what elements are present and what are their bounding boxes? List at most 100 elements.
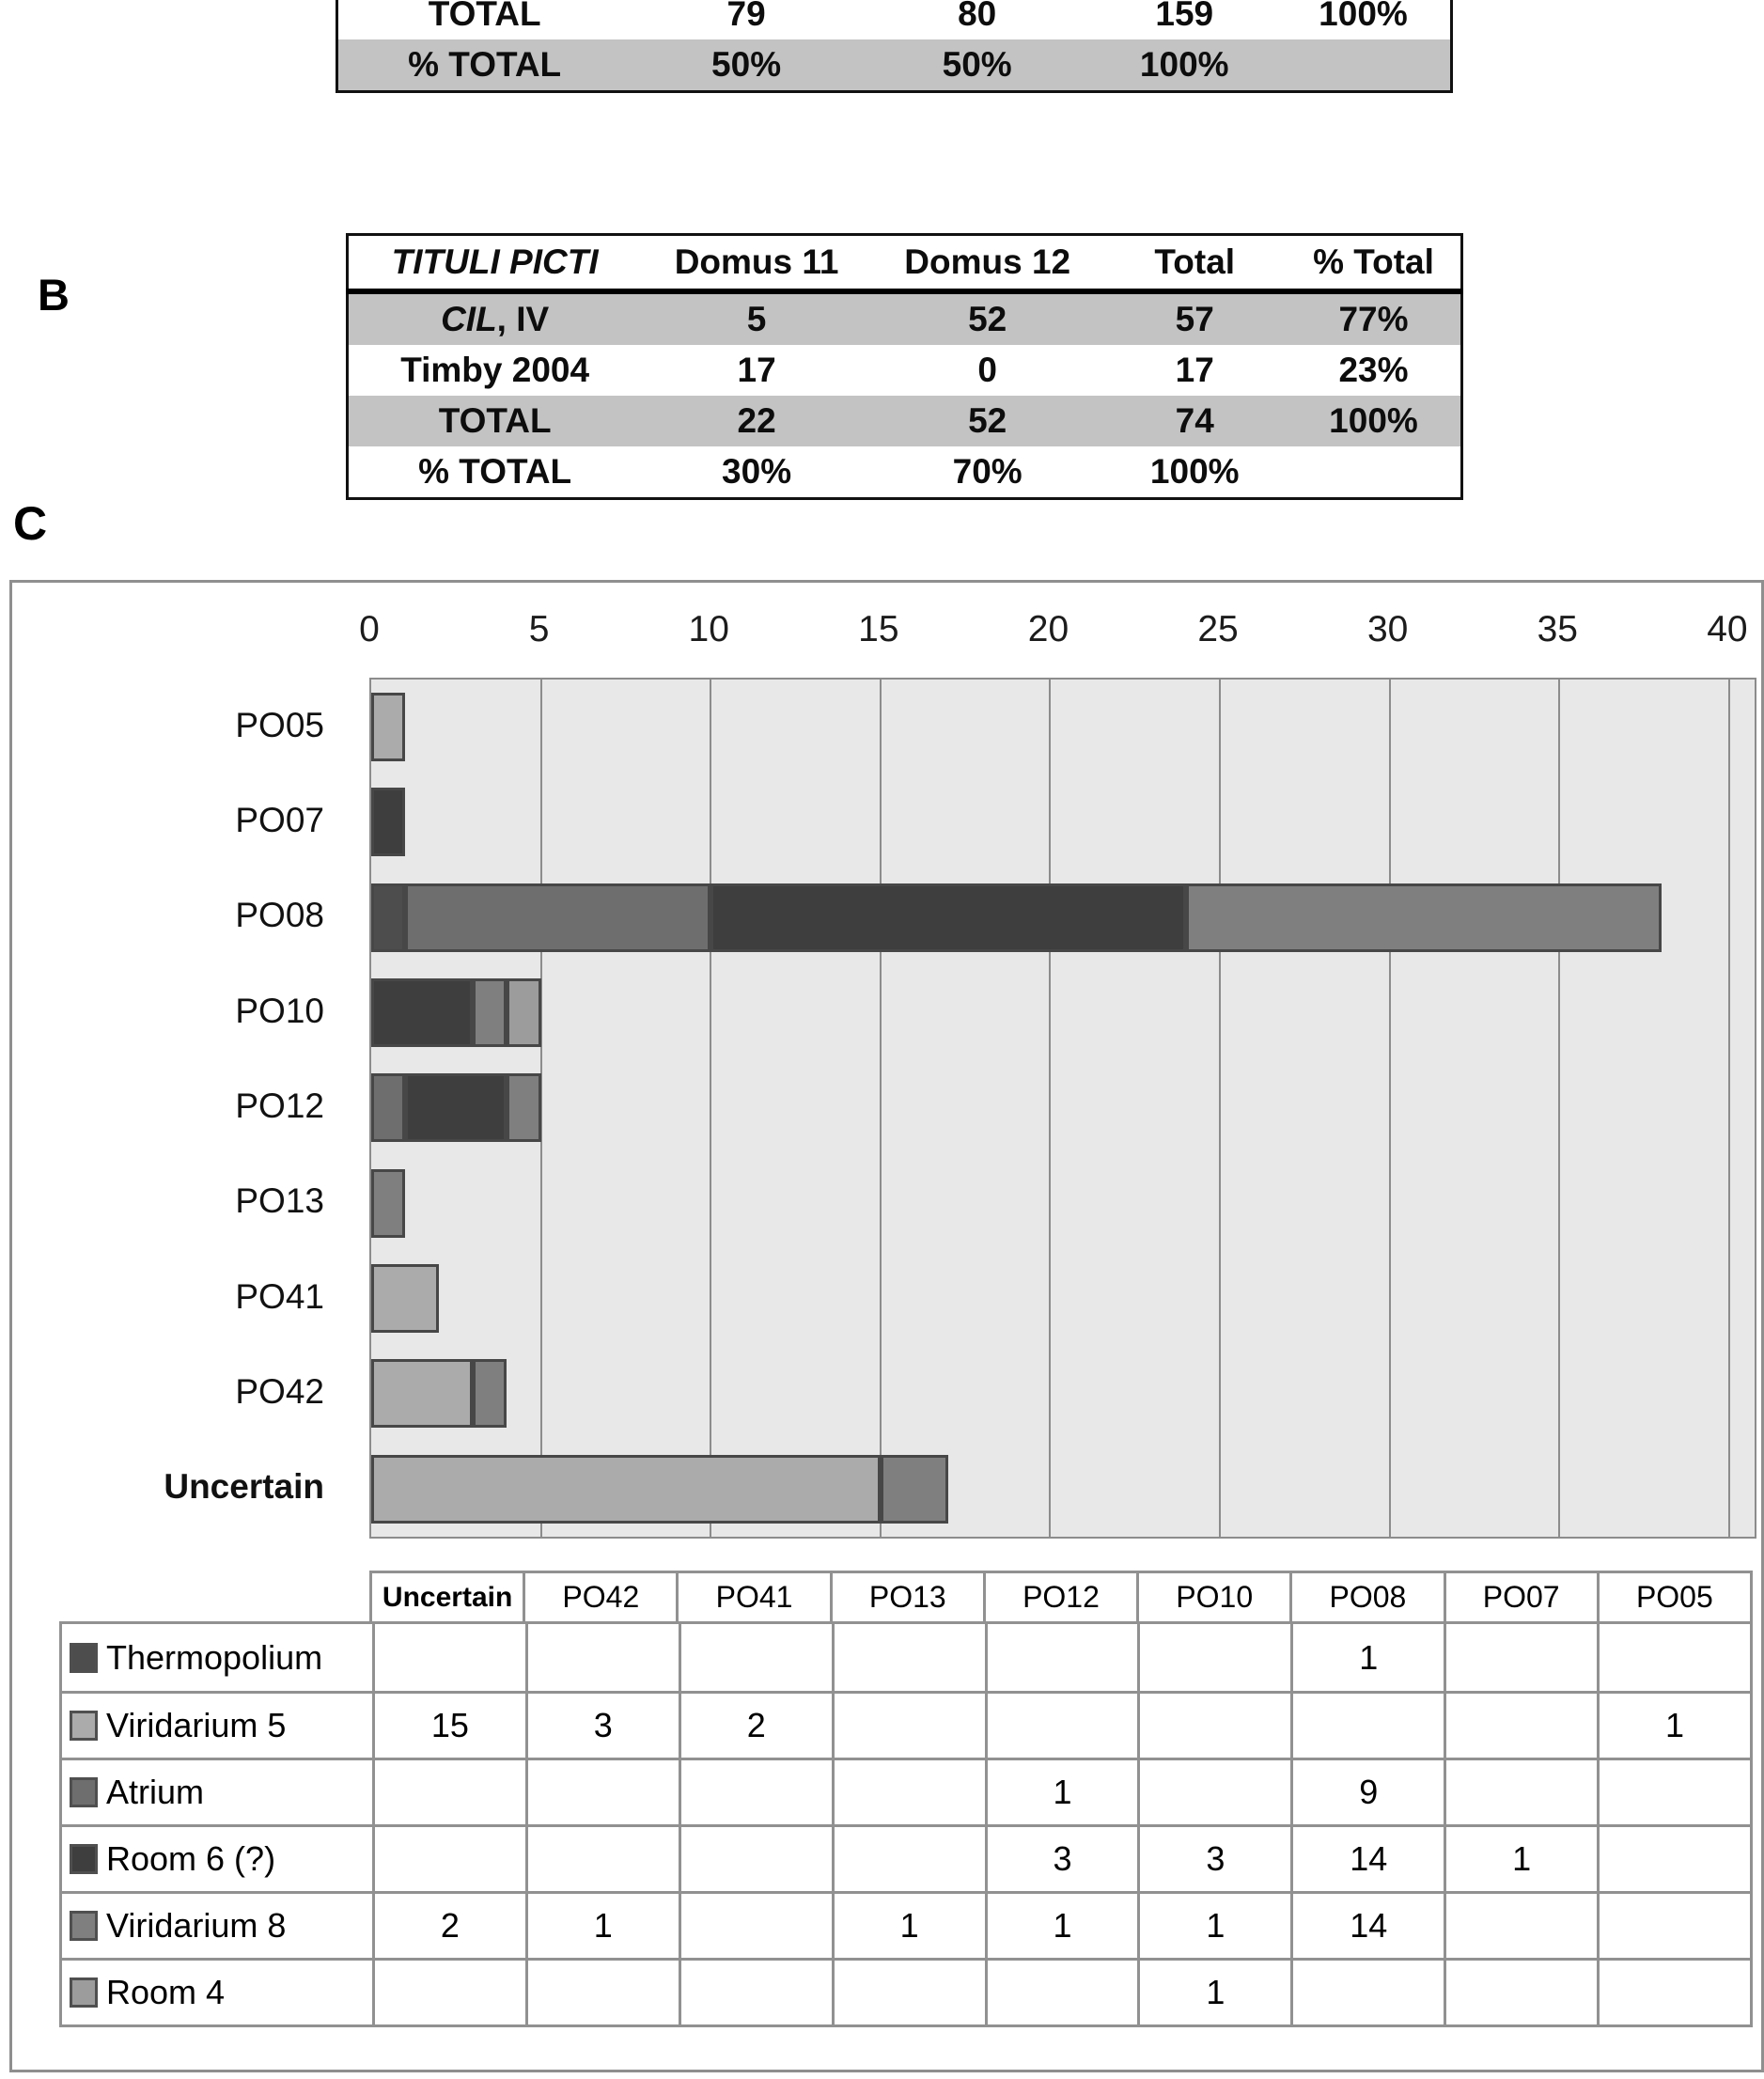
cell: 17 <box>1175 351 1214 389</box>
legend-label: Atrium <box>106 1773 205 1811</box>
row-label: TOTAL <box>428 0 541 33</box>
category-label-po07: PO07 <box>235 800 324 839</box>
bar-segment-atrium <box>371 1073 406 1143</box>
cell: 23% <box>1338 351 1409 389</box>
data-table-column-header-po42: PO42 <box>523 1573 676 1621</box>
gridline <box>1727 680 1730 1537</box>
x-axis-tick-label: 40 <box>1707 609 1748 649</box>
data-table-cell <box>678 1891 832 1958</box>
bar-segment-room-6 <box>371 788 406 857</box>
x-axis-tick-label: 0 <box>359 609 380 649</box>
data-table-cell <box>678 1824 832 1891</box>
column-header: % Total <box>1286 234 1462 294</box>
bar-segment-atrium <box>405 883 711 952</box>
plot-area <box>369 678 1756 1539</box>
cell: 80 <box>958 0 997 33</box>
stacked-bar-uncertain <box>371 1454 949 1524</box>
x-axis-tick-label: 35 <box>1537 609 1578 649</box>
gridline <box>710 680 712 1537</box>
legend-label: Viridarium 5 <box>106 1706 287 1744</box>
x-axis-tick-label: 30 <box>1366 609 1409 649</box>
bar-segment-viridarium-8 <box>473 978 507 1047</box>
column-header: Domus 12 <box>871 234 1103 294</box>
data-table-cell <box>831 1824 985 1891</box>
legend-row-label-room-6: Room 6 (?) <box>62 1824 372 1891</box>
x-axis-tick-label: 10 <box>688 609 729 649</box>
x-axis-tick-label: 15 <box>858 609 899 649</box>
row-label: Timby 2004 <box>400 351 590 389</box>
cell: 17 <box>737 351 776 389</box>
data-table-body: Thermopolium 1 Viridarium 5 15 3 2 1 Atrium 1 9 Ro… <box>59 1621 1753 2027</box>
data-table-cell <box>1597 1824 1750 1891</box>
category-label-uncertain: Uncertain <box>164 1467 324 1507</box>
data-table-cell <box>1444 1691 1598 1758</box>
row-label: % TOTAL <box>336 39 632 93</box>
legend-label: Room 4 <box>106 1973 226 2011</box>
chart-frame: 0 5 10 15 20 25 30 35 40 PO05 PO07 PO08 PO10 PO12 PO1… <box>9 580 1764 2072</box>
section-label-c: C <box>13 497 48 550</box>
data-table-cell <box>372 1958 525 2024</box>
data-table-cell <box>1597 1891 1750 1958</box>
cell: 100% <box>1092 39 1276 93</box>
cell: 52 <box>871 291 1103 345</box>
cell: 77% <box>1286 291 1462 345</box>
cell: 5 <box>641 291 872 345</box>
cell: 57 <box>1102 291 1287 345</box>
legend-label: Thermopolium <box>106 1637 323 1677</box>
stacked-bar-po08 <box>371 883 1662 952</box>
row-label: CIL, IV <box>347 291 642 345</box>
cell: 70% <box>952 452 1022 491</box>
column-header: Domus 11 <box>641 234 872 294</box>
data-table-cell: 14 <box>1290 1824 1444 1891</box>
y-axis-category-labels: PO05 PO07 PO08 PO10 PO12 PO13 PO41 PO42 Uncertai… <box>12 678 349 1535</box>
category-label-po42: PO42 <box>235 1371 324 1411</box>
data-table-cell: 1 <box>1444 1824 1598 1891</box>
bar-segment-viridarium-8 <box>507 1073 541 1143</box>
data-table-cell <box>831 1958 985 2024</box>
cell: 100% <box>1149 452 1240 491</box>
bar-segment-viridarium-8 <box>1185 883 1662 952</box>
data-table-cell <box>372 1824 525 1891</box>
data-table-cell <box>1290 1691 1444 1758</box>
bar-segment-room-6 <box>405 1073 507 1143</box>
cell: 79 <box>726 0 766 33</box>
data-table-cell: 2 <box>372 1891 525 1958</box>
data-table-header: Uncertain PO42 PO41 PO13 PO12 PO10 PO08 PO07 PO0… <box>369 1571 1753 1621</box>
data-table-cell <box>1137 1691 1291 1758</box>
data-table-cell: 15 <box>372 1691 525 1758</box>
stacked-bar-po07 <box>371 788 406 857</box>
x-axis-tick-label: 20 <box>1027 609 1069 649</box>
bar-segment-viridarium-8 <box>371 1168 406 1238</box>
cell: 22 <box>641 396 872 446</box>
data-table-cell <box>1137 1758 1291 1824</box>
stacked-bar-po13 <box>371 1168 406 1238</box>
data-table-cell: 3 <box>524 1691 679 1758</box>
x-axis-tick-label: 25 <box>1197 609 1239 649</box>
data-table-cell: 14 <box>1290 1891 1444 1958</box>
data-table-cell: 1 <box>984 1758 1138 1824</box>
data-table-cell: 1 <box>1597 1691 1750 1758</box>
data-table-cell <box>1290 1958 1444 2024</box>
legend-swatch-viridarium-5 <box>70 1711 98 1741</box>
table-row: TOTAL 22 52 74 100% <box>347 396 1462 446</box>
data-table-cell: 3 <box>1137 1824 1291 1891</box>
x-axis-tick-label: 5 <box>528 609 550 649</box>
bar-segment-viridarium-8 <box>880 1454 949 1524</box>
cell: 52 <box>871 396 1103 446</box>
legend-swatch-atrium <box>70 1777 98 1807</box>
data-table-column-header-po41: PO41 <box>676 1573 829 1621</box>
legend-label: Room 6 (?) <box>106 1839 276 1878</box>
stacked-bar-po12 <box>371 1073 541 1143</box>
data-table-cell <box>831 1691 985 1758</box>
data-table-cell: 1 <box>1137 1958 1291 2024</box>
cell: 100% <box>1319 0 1408 33</box>
data-table-cell <box>524 1624 679 1691</box>
data-table-cell: 1 <box>984 1891 1138 1958</box>
cell: 0 <box>977 351 997 389</box>
data-table-cell <box>524 1824 679 1891</box>
column-header: Total <box>1102 234 1287 294</box>
row-label: TOTAL <box>347 396 642 446</box>
stacked-bar-po10 <box>371 978 541 1047</box>
bar-segment-room-6 <box>371 978 474 1047</box>
bar-segment-viridarium-5 <box>371 1359 474 1429</box>
